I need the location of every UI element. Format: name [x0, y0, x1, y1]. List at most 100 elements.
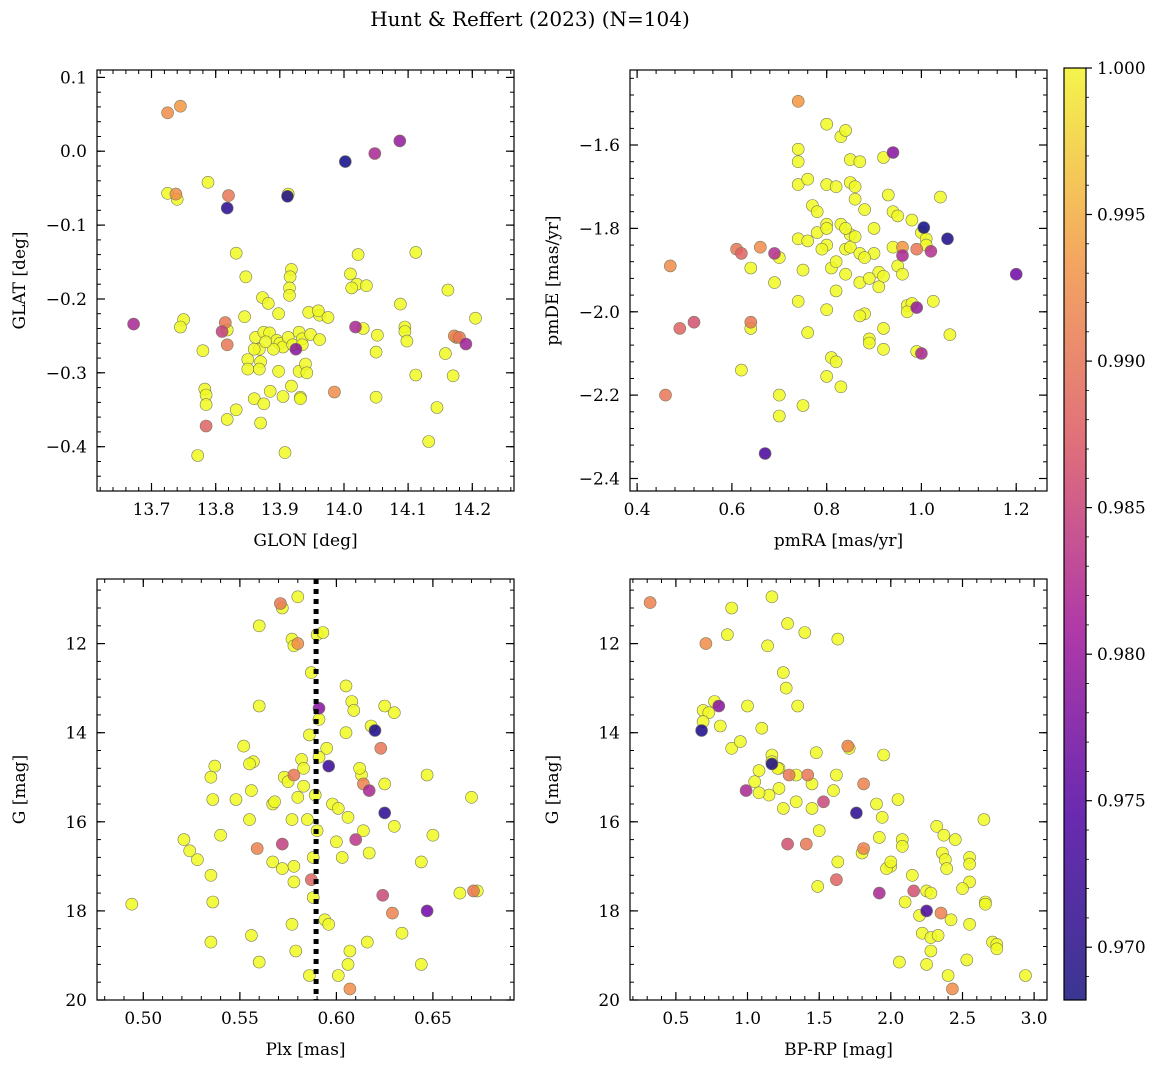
x-axis-label: GLON [deg]: [253, 531, 357, 551]
scatter-point: [779, 681, 793, 695]
y-tick-label: 18: [598, 902, 620, 922]
scatter-point: [420, 768, 434, 782]
scatter-point: [867, 222, 881, 235]
scatter-point: [400, 334, 414, 348]
x-tick-label: 14.2: [453, 500, 491, 520]
scatter-point: [294, 392, 307, 406]
scatter-point: [183, 844, 196, 858]
scatter-point: [357, 824, 370, 838]
colorbar-tick-label: 0.970: [1097, 938, 1146, 958]
scatter-point: [125, 897, 139, 911]
scatter-point: [776, 666, 790, 679]
scatter-point: [422, 435, 436, 448]
axes-frame: [96, 69, 515, 492]
scatter-point: [721, 628, 734, 642]
scatter-point: [345, 281, 359, 295]
scatter-point: [752, 786, 766, 800]
scatter-point: [741, 699, 754, 713]
scatter-point: [289, 342, 303, 356]
scatter-point: [349, 320, 362, 334]
x-tick-label: 1.2: [1003, 500, 1030, 520]
scatter-point: [815, 242, 829, 256]
scatter-point: [772, 388, 786, 402]
scatter-point: [199, 419, 213, 433]
scatter-point: [275, 837, 289, 851]
scatter-point: [772, 409, 786, 423]
scatter-point: [877, 748, 890, 762]
scatter-point: [948, 833, 962, 846]
scatter-point: [426, 828, 440, 842]
scatter-point: [893, 955, 906, 969]
scatter-point: [387, 819, 401, 833]
scatter-point: [796, 263, 810, 277]
scatter-point: [782, 768, 796, 782]
scatter-point: [204, 935, 218, 949]
points-plx-g: [125, 590, 484, 996]
scatter-point: [215, 325, 229, 338]
scatter-point: [199, 398, 213, 411]
scatter-point: [702, 706, 716, 720]
y-axis-label: G [mag]: [543, 755, 563, 824]
panels: 13.7 13.8 13.9 14.0 14.1 14.2 0.1 0.0 −0.1 −0.2 −0…: [10, 68, 1048, 1060]
scatter-point: [301, 813, 314, 826]
scatter-point: [915, 347, 928, 360]
y-tick-label: 20: [598, 991, 620, 1011]
scatter-point: [409, 368, 423, 382]
scatter-point: [174, 320, 187, 334]
scatter-point: [789, 795, 803, 809]
x-tick-label: 13.9: [261, 500, 299, 520]
scatter-point: [238, 310, 251, 324]
scatter-point: [960, 953, 974, 967]
x-axis-label: pmRA [mas/yr]: [774, 531, 903, 551]
scatter-point: [259, 335, 273, 349]
scatter-point: [465, 790, 478, 804]
scatter-point: [834, 380, 848, 394]
scatter-point: [853, 309, 867, 323]
scatter-point: [347, 704, 361, 717]
colorbar: 0.970 0.975 0.980 0.985 0.990 0.995 1.000: [1063, 59, 1146, 1001]
y-tick-label: 12: [65, 635, 87, 655]
scatter-point: [857, 777, 870, 791]
scatter-point: [335, 851, 349, 864]
x-tick-label: 2.5: [949, 1009, 976, 1029]
scatter-point: [872, 831, 886, 844]
scatter-point: [712, 699, 726, 713]
scatter-point: [285, 917, 299, 931]
scatter-point: [827, 784, 840, 797]
y-tick-label: 0.1: [60, 68, 87, 88]
scatter-point: [839, 222, 852, 235]
scatter-point: [829, 255, 843, 269]
scatter-point: [809, 746, 823, 760]
scatter-point: [765, 757, 779, 771]
scatter-point: [394, 297, 407, 311]
scatter-point: [291, 637, 305, 650]
scatter-point: [781, 617, 794, 630]
scatter-point: [343, 982, 357, 996]
scatter-point: [924, 886, 938, 900]
scatter-point: [937, 828, 951, 842]
scatter-point: [252, 362, 266, 376]
scatter-point: [820, 117, 834, 131]
panel-plx-g: 0.50 0.55 0.60 0.65 12 14 16 18 20 Plx [mas] G [ma…: [10, 578, 515, 1060]
scatter-point: [191, 853, 204, 867]
x-axis-label: Plx [mas]: [265, 1040, 345, 1060]
scatter-point: [287, 768, 301, 782]
scatter-point: [877, 269, 890, 283]
scatter-point: [659, 388, 672, 402]
scatter-point: [245, 784, 258, 797]
scatter-point: [274, 597, 287, 610]
scatter-point: [931, 929, 945, 942]
scatter-point: [245, 929, 258, 942]
scatter-point: [344, 267, 357, 281]
scatter-point: [229, 246, 243, 260]
scatter-point: [1019, 969, 1032, 982]
scatter-point: [725, 601, 739, 615]
scatter-point: [322, 917, 336, 931]
scatter-point: [895, 839, 909, 853]
scatter-point: [768, 276, 781, 289]
scatter-point: [441, 283, 455, 297]
scatter-point: [877, 342, 890, 356]
y-tick-label: −0.4: [46, 438, 87, 458]
scatter-point: [331, 969, 345, 982]
scatter-point: [439, 347, 452, 360]
